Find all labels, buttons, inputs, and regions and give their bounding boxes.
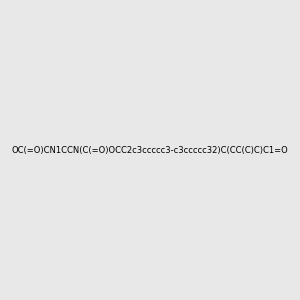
Text: OC(=O)CN1CCN(C(=O)OCC2c3ccccc3-c3ccccc32)C(CC(C)C)C1=O: OC(=O)CN1CCN(C(=O)OCC2c3ccccc3-c3ccccc32… [12, 146, 288, 154]
